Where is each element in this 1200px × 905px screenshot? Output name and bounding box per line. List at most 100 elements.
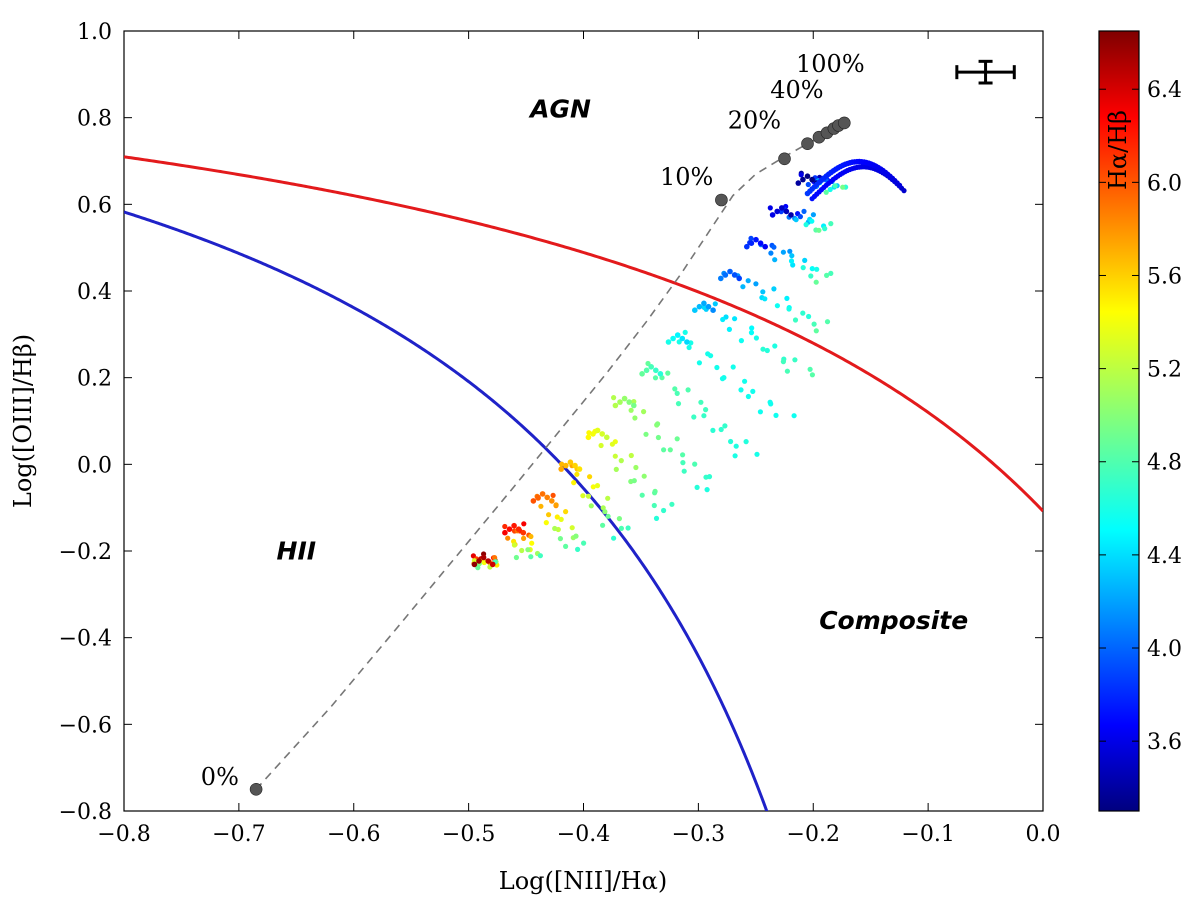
scatter-point — [745, 278, 751, 284]
scatter-point — [661, 447, 667, 453]
scatter-point — [792, 357, 798, 363]
mixing-percent-label: 0% — [201, 763, 239, 791]
scatter-point — [521, 535, 527, 542]
colorbar-tick-label: 6.0 — [1147, 171, 1182, 196]
scatter-point — [786, 306, 792, 312]
scatter-point — [651, 502, 657, 509]
y-tick-label: 0.0 — [77, 453, 112, 478]
mixing-marker — [801, 137, 814, 150]
scatter-point — [648, 364, 654, 370]
scatter-point — [810, 212, 817, 218]
scatter-point — [760, 289, 766, 295]
scatter-point — [901, 188, 907, 194]
scatter-point — [550, 492, 556, 498]
scatter-point — [701, 300, 707, 307]
scatter-point — [753, 335, 760, 341]
scatter-point — [657, 371, 664, 377]
scatter-point — [757, 240, 764, 246]
scatter-point — [787, 248, 793, 254]
scatter-point — [705, 351, 711, 357]
scatter-point — [558, 516, 564, 523]
scatter-point — [767, 205, 773, 211]
scatter-point — [519, 547, 525, 554]
scatter-point — [631, 478, 637, 484]
scatter-point — [563, 509, 569, 515]
scatter-point — [710, 427, 716, 433]
scatter-point — [722, 423, 728, 429]
scatter-point — [492, 555, 498, 561]
scatter-point — [669, 501, 675, 507]
scatter-point — [692, 461, 698, 467]
scatter-point — [807, 366, 813, 372]
scatter-point — [686, 344, 692, 351]
scatter-point — [567, 459, 574, 466]
scatter-point — [801, 208, 807, 214]
colorbar-ticks: 3.6 4.0 4.4 4.8 5.2 5.6 6.0 6.4 — [1099, 78, 1182, 755]
scatter-point — [575, 546, 581, 553]
scatter-point — [813, 279, 819, 285]
scatter-point — [730, 364, 736, 370]
scatter-point — [764, 347, 770, 354]
scatter-point — [712, 301, 718, 307]
scatter-point — [824, 272, 830, 278]
scatter-point — [733, 443, 739, 449]
scatter-point — [588, 503, 594, 509]
scatter-point — [811, 321, 817, 327]
y-tick-label: −0.2 — [59, 540, 112, 565]
mixing-marker — [715, 193, 728, 207]
x-tick-label: 0.0 — [1026, 822, 1061, 847]
scatter-point — [563, 543, 569, 550]
scatter-point — [574, 471, 580, 477]
scatter-point — [823, 189, 829, 195]
scatter-point — [612, 402, 619, 409]
plot-area: −0.8 −0.7 −0.6 −0.5 −0.4 −0.3 −0.2 −0.1 0.0 −0.8… — [59, 20, 1061, 847]
scatter-point — [643, 431, 649, 437]
scatter-point — [806, 313, 812, 320]
scatter-point — [798, 172, 804, 178]
scatter-point — [515, 526, 522, 532]
scatter-point — [696, 360, 703, 366]
scatter-point — [731, 272, 738, 278]
scatter-point — [670, 335, 676, 342]
scatter-point — [795, 180, 802, 186]
scatter-point — [628, 407, 634, 413]
scatter-point — [480, 554, 487, 561]
colorbar-tick-label: 3.6 — [1147, 730, 1182, 755]
scatter-point — [652, 375, 659, 381]
scatter-point — [605, 495, 611, 501]
scatter-point — [530, 498, 537, 504]
scatter-point — [611, 535, 617, 541]
scatter-points — [470, 158, 907, 571]
mixing-percent-label: 20% — [728, 107, 781, 135]
scatter-point — [790, 262, 796, 268]
y-tick-label: 0.8 — [77, 107, 112, 132]
scatter-point — [618, 525, 625, 532]
y-tick-label: 1.0 — [77, 20, 112, 45]
scatter-point — [748, 235, 754, 241]
region-label-composite: Composite — [819, 606, 968, 635]
scatter-point — [573, 533, 579, 539]
scatter-point — [743, 439, 749, 445]
x-tick-label: −0.1 — [901, 822, 954, 847]
scatter-point — [553, 502, 559, 508]
scatter-point — [744, 243, 750, 250]
scatter-point — [685, 387, 691, 393]
y-tick-label: −0.4 — [59, 627, 112, 652]
colorbar-gradient — [1098, 30, 1140, 812]
scatter-point — [732, 453, 738, 459]
error-bar — [955, 59, 1016, 85]
scatter-point — [602, 509, 608, 515]
scatter-point — [535, 494, 541, 501]
scatter-point — [762, 296, 768, 302]
scatter-point — [631, 399, 637, 405]
scatter-point — [585, 434, 592, 441]
scatter-point — [696, 303, 703, 310]
x-tick-label: −0.6 — [327, 822, 380, 847]
x-axis-ticks: −0.8 −0.7 −0.6 −0.5 −0.4 −0.3 −0.2 −0.1 0.0 — [97, 31, 1061, 847]
scatter-point — [600, 522, 606, 528]
colorbar-tick-label: 5.6 — [1147, 264, 1182, 289]
scatter-point — [590, 431, 596, 437]
scatter-point — [779, 205, 785, 211]
colorbar-title: Hα/Hβ — [1104, 110, 1132, 190]
scatter-point — [813, 328, 819, 334]
